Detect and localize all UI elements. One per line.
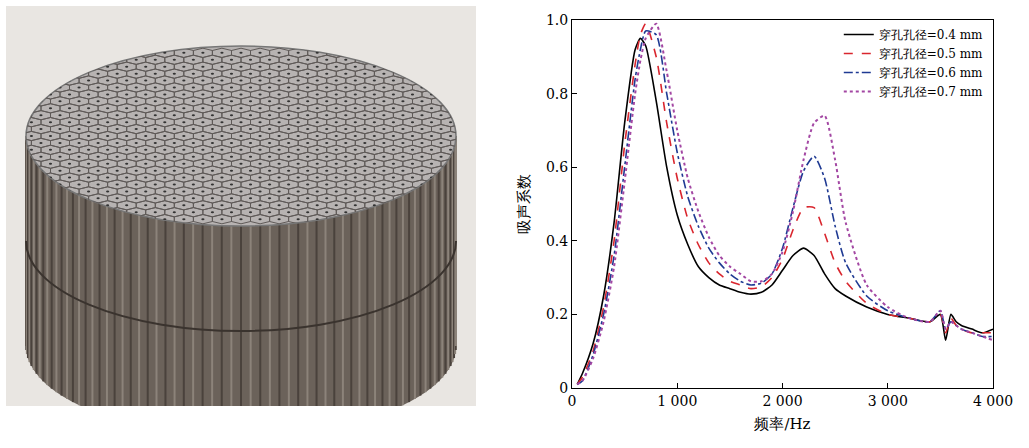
svg-text:穿孔孔径=0.7 mm: 穿孔孔径=0.7 mm (879, 85, 983, 99)
svg-text:穿孔孔径=0.6 mm: 穿孔孔径=0.6 mm (879, 66, 983, 80)
svg-text:吸声系数: 吸声系数 (515, 174, 533, 234)
svg-text:0.4: 0.4 (546, 233, 568, 249)
svg-text:4 000: 4 000 (973, 393, 1013, 409)
svg-text:1 000: 1 000 (657, 393, 697, 409)
svg-text:3 000: 3 000 (868, 393, 908, 409)
svg-text:0: 0 (568, 393, 577, 409)
svg-text:1.0: 1.0 (546, 12, 568, 28)
svg-text:频率/Hz: 频率/Hz (754, 415, 810, 433)
svg-text:0.8: 0.8 (546, 86, 568, 102)
svg-text:2 000: 2 000 (762, 393, 802, 409)
svg-text:0: 0 (559, 380, 568, 396)
svg-text:0.6: 0.6 (546, 159, 568, 175)
svg-text:穿孔孔径=0.4 mm: 穿孔孔径=0.4 mm (879, 28, 983, 42)
svg-text:0.2: 0.2 (546, 306, 568, 322)
svg-text:穿孔孔径=0.5 mm: 穿孔孔径=0.5 mm (879, 47, 983, 61)
